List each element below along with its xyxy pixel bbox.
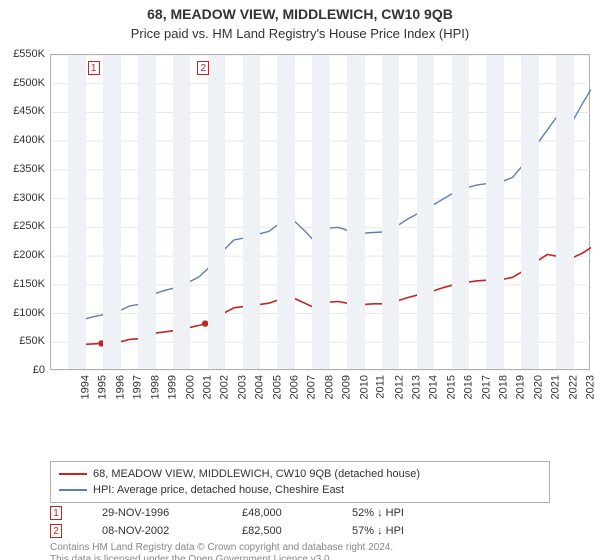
- chart-band: [68, 55, 85, 369]
- x-tick-label: 2023: [585, 375, 597, 399]
- chart-band: [312, 55, 329, 369]
- legend-item: 68, MEADOW VIEW, MIDDLEWICH, CW10 9QB (d…: [59, 466, 541, 482]
- x-tick-label: 1996: [114, 375, 126, 399]
- x-tick-label: 2014: [428, 375, 440, 399]
- page-title: 68, MEADOW VIEW, MIDDLEWICH, CW10 9QB: [0, 6, 600, 22]
- x-tick-label: 2018: [498, 375, 510, 399]
- y-tick-label: £50K: [0, 335, 45, 347]
- y-tick-label: £400K: [0, 134, 45, 146]
- chart-band: [138, 55, 155, 369]
- y-tick-label: £0: [0, 364, 45, 376]
- sale-delta: 52% ↓ HPI: [352, 507, 452, 519]
- chart-band: [417, 55, 434, 369]
- x-tick-label: 2000: [184, 375, 196, 399]
- x-tick-label: 2002: [219, 375, 231, 399]
- sale-price: £82,500: [242, 525, 312, 537]
- x-tick-label: 2011: [375, 375, 387, 399]
- chart-annotation-marker: 2: [197, 61, 209, 75]
- x-tick-label: 2009: [341, 375, 353, 399]
- x-tick-label: 2007: [306, 375, 318, 399]
- footnote: Contains HM Land Registry data © Crown c…: [50, 542, 393, 560]
- x-tick-label: 2006: [289, 375, 301, 399]
- chart-band: [382, 55, 399, 369]
- x-tick-label: 2004: [254, 375, 266, 399]
- legend-swatch: [59, 489, 87, 491]
- page-subtitle: Price paid vs. HM Land Registry's House …: [0, 26, 600, 41]
- legend-swatch: [59, 473, 87, 475]
- x-tick-label: 2015: [445, 375, 457, 399]
- x-tick-label: 2017: [480, 375, 492, 399]
- y-tick-label: £200K: [0, 249, 45, 261]
- chart-band: [521, 55, 538, 369]
- sale-delta: 57% ↓ HPI: [352, 525, 452, 537]
- footnote-line2: This data is licensed under the Open Gov…: [50, 554, 332, 560]
- sales-table: 1 29-NOV-1996 £48,000 52% ↓ HPI 2 08-NOV-2002…: [50, 504, 452, 540]
- y-tick-label: £100K: [0, 307, 45, 319]
- x-tick-label: 1999: [167, 375, 179, 399]
- chart-band: [486, 55, 503, 369]
- legend: 68, MEADOW VIEW, MIDDLEWICH, CW10 9QB (d…: [50, 461, 550, 503]
- sale-row: 2 08-NOV-2002 £82,500 57% ↓ HPI: [50, 522, 452, 540]
- x-tick-label: 2020: [532, 375, 544, 399]
- x-tick-label: 2001: [201, 375, 213, 399]
- footnote-line1: Contains HM Land Registry data © Crown c…: [50, 542, 393, 553]
- x-tick-label: 2019: [515, 375, 527, 399]
- chart-band: [452, 55, 469, 369]
- x-tick-label: 1997: [132, 375, 144, 399]
- x-tick-label: 2012: [393, 375, 405, 399]
- y-tick-label: £250K: [0, 220, 45, 232]
- sale-date: 08-NOV-2002: [102, 525, 202, 537]
- x-tick-label: 2022: [567, 375, 579, 399]
- x-tick-label: 2005: [271, 375, 283, 399]
- chart-band: [347, 55, 364, 369]
- sale-price: £48,000: [242, 507, 312, 519]
- y-tick-label: £450K: [0, 105, 45, 117]
- x-tick-label: 2013: [410, 375, 422, 399]
- chart-band: [243, 55, 260, 369]
- y-tick-label: £550K: [0, 48, 45, 60]
- x-tick-label: 2003: [236, 375, 248, 399]
- chart: £0 £50K £100K £150K £200K £250K £300K £350K £400…: [0, 50, 600, 420]
- y-tick-label: £500K: [0, 77, 45, 89]
- chart-annotation-marker: 1: [88, 61, 100, 75]
- y-tick-label: £300K: [0, 192, 45, 204]
- chart-band: [277, 55, 294, 369]
- x-tick-label: 2016: [463, 375, 475, 399]
- y-tick-label: £350K: [0, 163, 45, 175]
- x-tick-label: 2021: [550, 375, 562, 399]
- legend-item: HPI: Average price, detached house, Ches…: [59, 482, 541, 498]
- chart-band: [556, 55, 573, 369]
- x-tick-label: 2008: [323, 375, 335, 399]
- sale-date: 29-NOV-1996: [102, 507, 202, 519]
- x-tick-label: 1995: [97, 375, 109, 399]
- chart-band: [173, 55, 190, 369]
- legend-label: 68, MEADOW VIEW, MIDDLEWICH, CW10 9QB (d…: [93, 466, 420, 482]
- sale-marker: 2: [50, 524, 62, 538]
- sale-marker: 1: [50, 506, 62, 520]
- chart-band: [208, 55, 225, 369]
- x-tick-label: 2010: [358, 375, 370, 399]
- plot-area: 12: [50, 54, 590, 370]
- sale-row: 1 29-NOV-1996 £48,000 52% ↓ HPI: [50, 504, 452, 522]
- x-tick-label: 1998: [149, 375, 161, 399]
- chart-band: [103, 55, 120, 369]
- legend-label: HPI: Average price, detached house, Ches…: [93, 482, 344, 498]
- y-tick-label: £150K: [0, 278, 45, 290]
- x-tick-label: 1994: [79, 375, 91, 399]
